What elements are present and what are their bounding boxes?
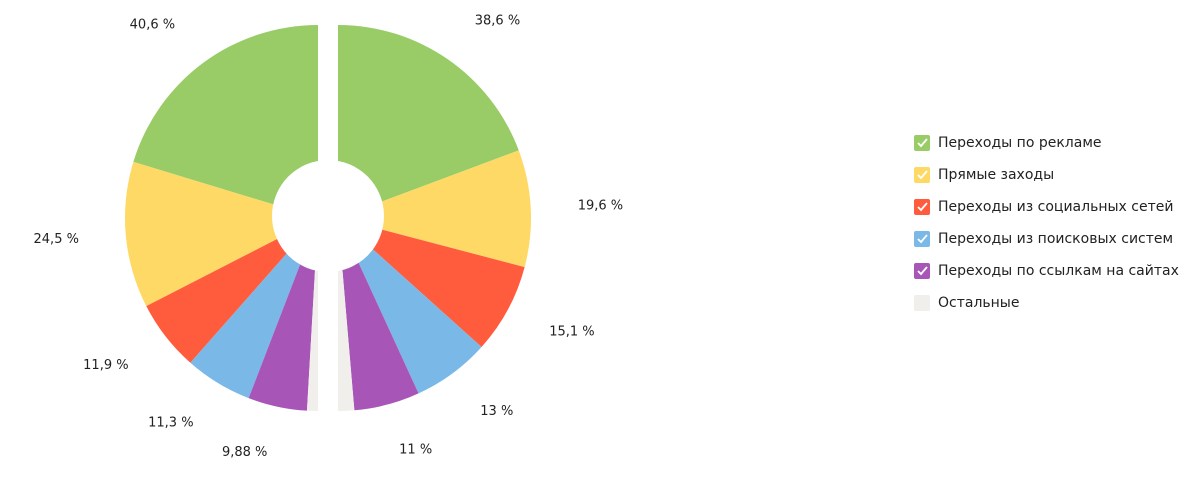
donut-slice bbox=[338, 25, 519, 218]
legend-label: Остальные bbox=[938, 295, 1019, 311]
donut-slice bbox=[146, 218, 318, 363]
value-label: 11 % bbox=[399, 443, 432, 458]
donut-slice bbox=[190, 218, 318, 399]
legend-item[interactable]: Переходы из поисковых систем bbox=[914, 231, 1173, 247]
legend-checkbox bbox=[914, 199, 930, 215]
legend-item[interactable]: Переходы по рекламе bbox=[914, 135, 1102, 151]
value-label: 38,6 % bbox=[475, 13, 520, 28]
check-mark bbox=[917, 202, 928, 212]
legend-checkbox bbox=[914, 263, 930, 279]
value-label: 9,88 % bbox=[222, 445, 267, 460]
legend-item[interactable]: Переходы по ссылкам на сайтах bbox=[914, 263, 1179, 279]
legend-label: Прямые заходы bbox=[938, 167, 1054, 183]
legend-label: Переходы по ссылкам на сайтах bbox=[938, 263, 1179, 279]
value-label: 19,6 % bbox=[578, 198, 623, 213]
donut-slice bbox=[124, 161, 318, 307]
legend-item[interactable]: Остальные bbox=[914, 295, 1019, 311]
donut-slice bbox=[338, 218, 482, 394]
check-mark bbox=[917, 234, 928, 244]
check-mark bbox=[917, 138, 928, 148]
value-label: 11,9 % bbox=[83, 358, 128, 373]
value-label: 13 % bbox=[480, 404, 513, 419]
donut-slice bbox=[338, 150, 532, 268]
donut-slice bbox=[338, 218, 419, 411]
check-mark bbox=[917, 170, 928, 180]
legend-checkbox bbox=[914, 295, 930, 311]
donut-hole bbox=[272, 160, 384, 272]
donut-slice bbox=[338, 218, 525, 347]
value-label: 11,3 % bbox=[148, 416, 193, 431]
legend-label: Переходы из поисковых систем bbox=[938, 231, 1173, 247]
legend-label: Переходы из социальных сетей bbox=[938, 199, 1173, 215]
donut-slice bbox=[133, 25, 318, 218]
legend-checkbox bbox=[914, 135, 930, 151]
value-label: 15,1 % bbox=[549, 324, 594, 339]
legend-label: Переходы по рекламе bbox=[938, 135, 1102, 151]
legend-checkbox bbox=[914, 231, 930, 247]
legend-checkbox bbox=[914, 167, 930, 183]
legend-item[interactable]: Переходы из социальных сетей bbox=[914, 199, 1173, 215]
value-label: 24,5 % bbox=[34, 232, 79, 247]
value-label: 40,6 % bbox=[130, 18, 175, 33]
legend-item[interactable]: Прямые заходы bbox=[914, 167, 1054, 183]
check-mark bbox=[917, 266, 928, 276]
donut-slice bbox=[248, 218, 318, 411]
